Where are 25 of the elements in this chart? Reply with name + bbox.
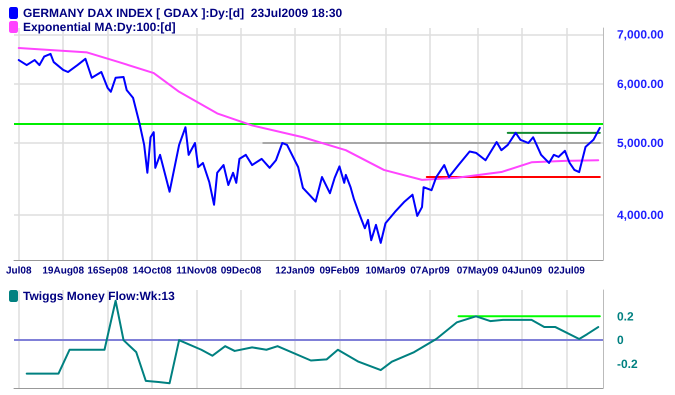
x-tick-label: 11Nov08 (176, 266, 218, 276)
x-tick-label: 12Jan09 (275, 266, 316, 276)
legend-label: Exponential MA:Dy:100:[d] (23, 20, 176, 34)
x-tick-label: 10Mar09 (365, 266, 406, 276)
y-tick-label: 5,000.00 (617, 136, 664, 150)
x-tick-label: 02Jul09 (548, 266, 586, 276)
x-tick-label: 09Feb09 (319, 266, 360, 276)
line-series (18, 47, 600, 181)
y-tick-label: 0.2 (617, 309, 634, 324)
y-tick-label: 0 (617, 333, 624, 348)
legend-label: GERMANY DAX INDEX [ GDAX ]:Dy:[d] 23Jul2009 18:30 (23, 6, 343, 20)
x-tick-label: 07May09 (456, 266, 499, 276)
x-tick-label: 04Jun09 (502, 266, 542, 276)
legend-label: Twiggs Money Flow:Wk:13 (23, 289, 176, 303)
y-tick-label: -0.2 (617, 357, 638, 372)
x-tick-label: 19Aug08 (42, 266, 84, 276)
x-tick-label: 14Oct08 (132, 266, 172, 276)
y-tick-label: 4,000.00 (617, 208, 664, 222)
x-tick-label: 07Apr09 (410, 266, 450, 276)
x-tick-label: Jul08 (6, 266, 32, 276)
x-tick-label: 16Sep08 (87, 266, 128, 276)
y-tick-label: 7,000.00 (617, 27, 664, 42)
line-series (18, 52, 601, 244)
x-tick-label: 09Dec08 (220, 266, 262, 276)
y-tick-label: 6,000.00 (617, 77, 664, 92)
